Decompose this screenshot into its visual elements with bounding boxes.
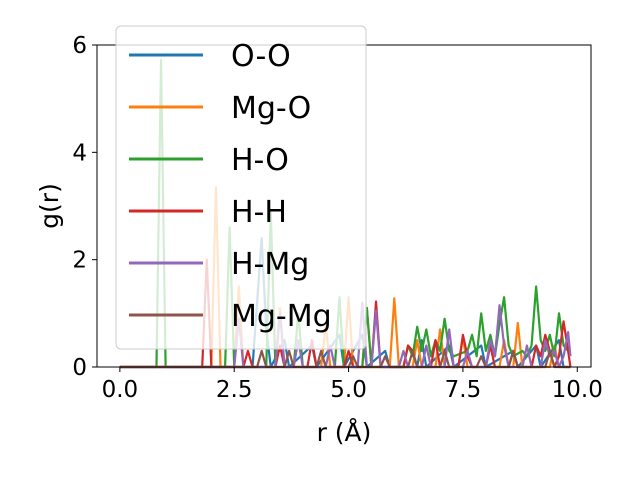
x-axis-ticks: 0.0 2.5 5.0 7.5 10.0 bbox=[102, 367, 603, 403]
legend: O-O Mg-O H-O H-H H-Mg Mg-Mg bbox=[115, 25, 367, 350]
y-tick-label: 0 bbox=[72, 355, 87, 381]
x-tick-label: 2.5 bbox=[216, 377, 253, 403]
legend-label: H-O bbox=[231, 143, 289, 178]
legend-entries: O-O Mg-O H-O H-H H-Mg Mg-Mg bbox=[129, 39, 332, 334]
legend-label: H-Mg bbox=[231, 247, 309, 282]
x-tick-label: 10.0 bbox=[552, 377, 603, 403]
y-tick-label: 2 bbox=[72, 248, 87, 274]
y-axis-ticks: 0 2 4 6 bbox=[72, 33, 97, 381]
y-axis-label: g(r) bbox=[35, 183, 64, 229]
x-tick-label: 7.5 bbox=[445, 377, 482, 403]
x-tick-label: 0.0 bbox=[102, 377, 139, 403]
legend-label: Mg-O bbox=[231, 91, 311, 126]
legend-label: O-O bbox=[231, 39, 291, 74]
y-tick-label: 6 bbox=[72, 33, 87, 59]
x-axis-label: r (Å) bbox=[317, 418, 372, 447]
legend-label: H-H bbox=[231, 195, 287, 230]
x-tick-label: 5.0 bbox=[330, 377, 367, 403]
y-tick-label: 4 bbox=[72, 140, 87, 166]
legend-label: Mg-Mg bbox=[231, 299, 332, 334]
